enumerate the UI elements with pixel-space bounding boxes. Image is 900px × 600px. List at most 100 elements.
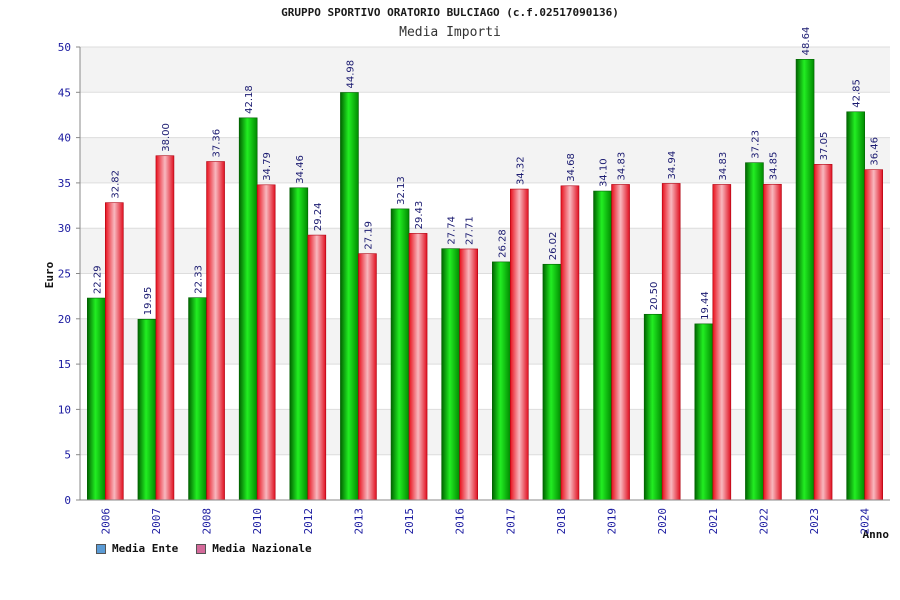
data-label: 22.33: [194, 265, 205, 294]
y-tick-label: 5: [64, 449, 71, 462]
bar-media-ente: [137, 318, 157, 501]
bar-media-ente: [87, 297, 106, 501]
legend-swatch-media-ente: [96, 543, 106, 554]
bar-media-ente: [492, 261, 511, 501]
bar-media-nazionale: [459, 248, 478, 501]
x-tick-label: 2015: [403, 508, 416, 535]
bar-media-nazionale: [712, 184, 732, 501]
bar-media-ente: [441, 248, 460, 501]
bar-media-nazionale: [358, 253, 377, 501]
data-label: 20.50: [649, 282, 660, 311]
data-label: 42.18: [244, 85, 255, 114]
legend-item-media-nazionale: Media Nazionale: [196, 542, 312, 555]
data-label: 37.05: [819, 132, 830, 161]
y-tick-label: 30: [58, 222, 71, 235]
data-label: 32.13: [396, 176, 407, 205]
bar-media-nazionale: [408, 233, 428, 501]
bar-media-ente: [745, 162, 764, 501]
bar-media-nazionale: [510, 188, 529, 501]
bar-media-nazionale: [864, 169, 883, 501]
x-tick-label: 2019: [606, 508, 619, 535]
data-label: 34.85: [768, 152, 779, 181]
x-tick-label: 2006: [99, 508, 112, 535]
y-tick-label: 45: [58, 86, 71, 99]
bar-media-nazionale: [813, 164, 833, 501]
data-label: 34.83: [617, 152, 628, 181]
bar-media-ente: [340, 92, 359, 501]
data-label: 34.79: [262, 152, 273, 181]
bar-media-ente: [846, 111, 865, 501]
legend-label-media-ente: Media Ente: [112, 542, 179, 555]
data-label: 34.83: [718, 152, 729, 181]
bar-media-nazionale: [661, 183, 681, 501]
data-label: 37.36: [212, 129, 223, 158]
y-tick-label: 15: [58, 358, 71, 371]
y-tick-label: 10: [58, 403, 71, 416]
x-tick-label: 2013: [352, 508, 365, 535]
data-label: 34.94: [667, 151, 678, 180]
data-label: 32.82: [110, 170, 121, 199]
data-label: 34.68: [566, 153, 577, 182]
x-tick-label: 2012: [302, 508, 315, 535]
bar-media-ente: [593, 190, 612, 501]
data-label: 27.74: [447, 216, 458, 245]
data-label: 19.44: [700, 291, 711, 320]
data-label: 29.43: [414, 201, 425, 230]
bar-media-ente: [795, 59, 815, 501]
chart-legend: Media Ente Media Nazionale: [96, 542, 312, 555]
x-tick-label: 2018: [555, 508, 568, 535]
data-label: 37.23: [750, 130, 761, 159]
legend-item-media-ente: Media Ente: [96, 542, 178, 555]
bar-media-ente: [694, 323, 714, 501]
data-label: 34.10: [599, 158, 610, 187]
bar-media-ente: [542, 263, 562, 501]
data-label: 48.64: [801, 27, 812, 56]
data-label: 19.95: [143, 287, 154, 316]
data-label: 27.19: [363, 221, 374, 250]
y-tick-label: 40: [58, 132, 71, 145]
bar-media-nazionale: [611, 184, 630, 501]
y-axis-title: Euro: [43, 261, 56, 288]
x-tick-label: 2020: [656, 508, 669, 535]
chart-subtitle: Media Importi: [399, 25, 501, 40]
bar-media-ente: [188, 297, 207, 501]
x-tick-label: 2023: [808, 508, 821, 535]
data-label: 22.29: [92, 265, 103, 294]
bar-media-nazionale: [155, 155, 175, 501]
x-tick-label: 2021: [707, 508, 720, 535]
x-axis-title: Anno: [863, 528, 890, 541]
x-tick-label: 2008: [201, 508, 214, 535]
bar-media-ente: [390, 208, 410, 501]
y-tick-label: 35: [58, 177, 71, 190]
bar-media-nazionale: [763, 183, 782, 501]
legend-swatch-media-nazionale: [196, 543, 207, 554]
legend-label-media-nazionale: Media Nazionale: [212, 542, 312, 555]
y-tick-label: 25: [58, 268, 71, 281]
y-tick-label: 20: [58, 313, 71, 326]
x-tick-label: 2017: [504, 508, 517, 535]
bar-media-nazionale: [256, 184, 276, 501]
data-label: 38.00: [161, 123, 172, 152]
x-tick-label: 2024: [859, 508, 872, 535]
bar-media-ente: [238, 117, 258, 501]
bar-media-nazionale: [307, 234, 327, 501]
x-tick-label: 2007: [150, 508, 163, 535]
data-label: 42.85: [852, 79, 863, 108]
data-label: 34.32: [515, 156, 526, 185]
bar-media-nazionale: [105, 202, 124, 501]
bar-media-ente: [643, 313, 663, 501]
data-label: 34.46: [295, 155, 306, 184]
x-tick-label: 2016: [454, 508, 467, 535]
y-tick-label: 0: [64, 494, 71, 507]
x-tick-label: 2010: [251, 508, 264, 535]
bar-media-nazionale: [560, 185, 580, 501]
grid-band: [80, 47, 890, 93]
bar-media-ente: [289, 187, 309, 501]
data-label: 29.24: [313, 202, 324, 231]
data-label: 26.28: [497, 229, 508, 258]
data-label: 27.71: [465, 216, 476, 245]
data-label: 26.02: [548, 232, 559, 261]
data-label: 36.46: [870, 137, 881, 166]
data-label: 44.98: [345, 60, 356, 89]
